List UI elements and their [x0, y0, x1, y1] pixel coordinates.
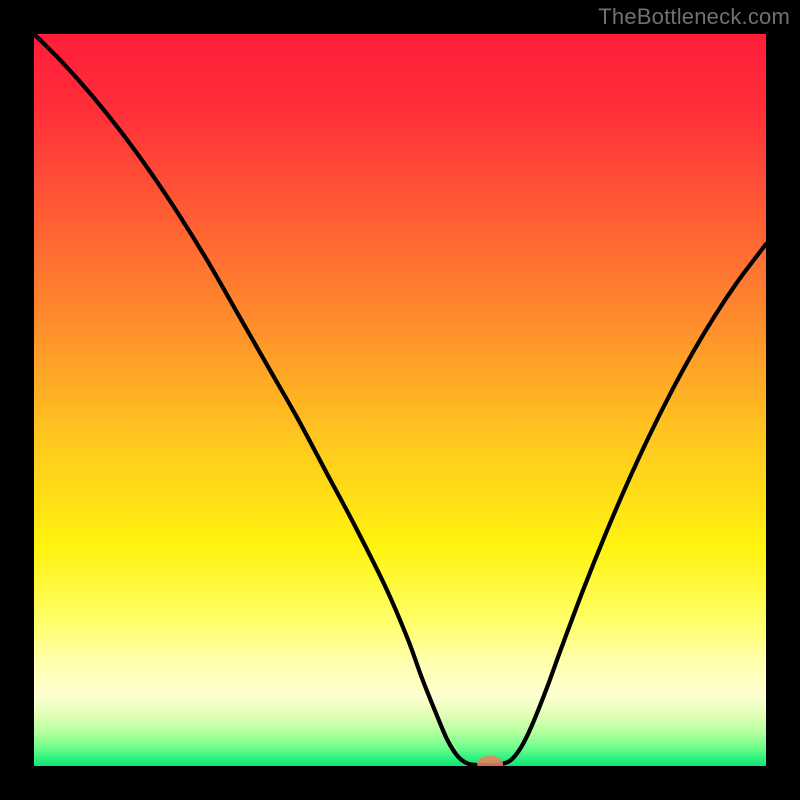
- watermark-text: TheBottleneck.com: [598, 4, 790, 30]
- bottleneck-chart: TheBottleneck.com: [0, 0, 800, 800]
- chart-plot-background: [34, 34, 766, 766]
- chart-svg: [0, 0, 800, 800]
